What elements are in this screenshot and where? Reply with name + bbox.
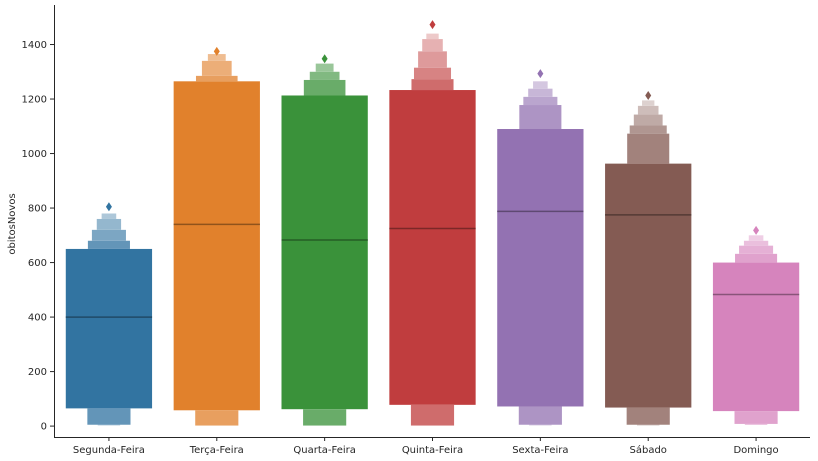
boxen-box-upper-1 (735, 253, 778, 263)
boxen-group-7 (712, 225, 800, 425)
x-tick-label: Quarta-Feira (293, 445, 355, 456)
boxen-group-4 (389, 20, 476, 426)
chart-axes: obitosNovos Segunda-Feira Terça-Feira Quar… (7, 5, 810, 456)
y-tick-label: 1400 (22, 40, 47, 51)
outlier-marker (537, 69, 544, 79)
boxen-box-upper-1 (411, 79, 454, 91)
x-tick-label: Sábado (630, 444, 667, 456)
x-tick-label: Terça-Feira (189, 445, 244, 456)
boxen-box-upper-4 (533, 81, 548, 89)
boxen-box-center (389, 90, 476, 405)
outlier-marker (429, 20, 436, 30)
y-tick-label: 400 (28, 313, 47, 324)
boxen-box-upper-4 (422, 39, 443, 52)
boxen-group-1 (65, 202, 153, 426)
outlier-marker (105, 202, 112, 212)
boxen-box-upper-3 (96, 218, 122, 230)
boxen-group-3 (281, 54, 368, 426)
boxen-box-upper-3 (207, 54, 226, 61)
chart-marks (65, 20, 800, 426)
boxen-group-2 (173, 46, 260, 426)
boxen-box-lower-1 (518, 406, 562, 425)
x-tick-label: Sexta-Feira (512, 445, 568, 456)
y-tick-label: 800 (28, 204, 47, 215)
outlier-marker (753, 225, 760, 235)
boxen-box-upper-5 (426, 33, 439, 40)
boxen-box-center (173, 81, 260, 411)
outlier-marker (213, 46, 220, 56)
y-tick-label: 1200 (22, 95, 47, 106)
x-tick-label: Segunda-Feira (73, 445, 145, 456)
boxen-box-lower-2 (529, 424, 552, 426)
boxen-box-lower-2 (636, 424, 660, 426)
boxen-box-upper-1 (195, 75, 238, 82)
boxen-group-5 (497, 69, 584, 426)
boxen-box-upper-5 (642, 100, 655, 106)
boxen-box-lower-1 (303, 409, 347, 426)
y-tick-label: 200 (28, 367, 47, 378)
boxen-group-6 (605, 90, 692, 426)
boxen-box-lower-2 (744, 423, 768, 425)
boxen-box-lower-1 (410, 404, 455, 426)
outlier-marker (321, 54, 328, 64)
boxen-box-center (281, 95, 368, 410)
boxen-box-upper-4 (101, 213, 117, 219)
boxen-box-upper-3 (633, 114, 663, 126)
boxen-box-center (497, 129, 584, 407)
y-tick-label: 0 (41, 422, 47, 433)
boxen-box-upper-2 (91, 229, 126, 241)
y-tick-label: 600 (28, 258, 47, 269)
boxen-box-upper-4 (748, 235, 764, 241)
boxen-box-upper-2 (523, 96, 558, 106)
boxen-box-lower-1 (734, 411, 778, 424)
boxen-box-lower-1 (626, 407, 670, 425)
boxen-box-upper-2 (309, 71, 340, 80)
boxen-box-center (712, 262, 800, 412)
boxen-box-upper-2 (739, 245, 774, 254)
boxen-box-lower-1 (195, 410, 239, 426)
boxen-box-upper-1 (87, 240, 130, 249)
boxen-box-upper-4 (637, 105, 659, 115)
y-tick-label: 1000 (22, 149, 47, 160)
boxen-box-upper-1 (519, 105, 562, 130)
boxen-box-upper-3 (528, 88, 553, 97)
boxen-box-upper-1 (627, 133, 670, 164)
x-tick-label: Domingo (733, 445, 778, 456)
boxen-box-upper-2 (201, 60, 232, 76)
boxen-box-lower-1 (87, 408, 131, 425)
boxen-box-upper-2 (629, 125, 667, 134)
outlier-marker (645, 90, 652, 100)
boxen-box-lower-2 (97, 424, 121, 426)
boxen-box-center (605, 163, 692, 408)
boxen-box-upper-3 (743, 240, 769, 246)
boxen-box-center (65, 248, 153, 409)
y-axis-title: obitosNovos (7, 193, 18, 254)
boxen-box-upper-1 (303, 79, 346, 96)
boxen-box-upper-2 (413, 67, 452, 80)
boxen-box-upper-3 (315, 63, 334, 72)
boxen-box-upper-3 (418, 51, 447, 68)
x-tick-label: Quinta-Feira (402, 445, 463, 456)
